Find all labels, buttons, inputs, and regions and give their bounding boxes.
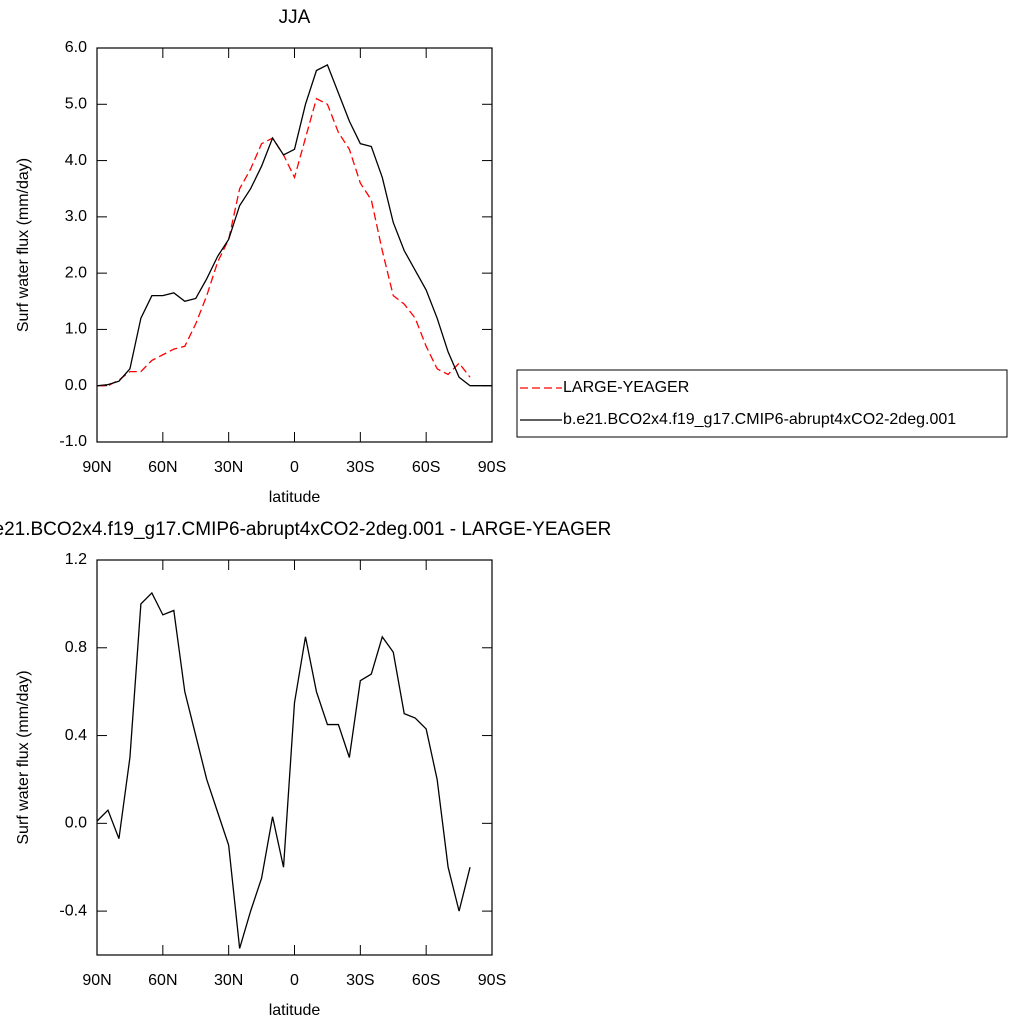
x-tick-label: 90N bbox=[82, 972, 111, 989]
y-tick-label: 2.0 bbox=[65, 264, 87, 281]
x-tick-label: 60S bbox=[412, 972, 440, 989]
y-tick-label: 1.2 bbox=[65, 551, 87, 568]
y-tick-label: 5.0 bbox=[65, 96, 87, 113]
y-axis-label: Surf water flux (mm/day) bbox=[15, 670, 32, 844]
y-tick-label: 0.8 bbox=[65, 639, 87, 656]
x-tick-label: 30S bbox=[346, 459, 374, 476]
y-tick-label: 1.0 bbox=[65, 321, 87, 338]
y-tick-label: 3.0 bbox=[65, 208, 87, 225]
x-axis-label: latitude bbox=[269, 489, 321, 506]
x-tick-label: 30S bbox=[346, 972, 374, 989]
plot-frame bbox=[96, 559, 493, 956]
x-axis-label: latitude bbox=[269, 1002, 321, 1019]
x-tick-label: 90S bbox=[478, 972, 506, 989]
x-tick-label: 90N bbox=[82, 459, 111, 476]
y-tick-label: 6.0 bbox=[65, 39, 87, 56]
x-tick-label: 60S bbox=[412, 459, 440, 476]
y-tick-label: 4.0 bbox=[65, 152, 87, 169]
x-tick-label: 30N bbox=[214, 459, 243, 476]
y-tick-label: -0.4 bbox=[59, 902, 87, 919]
legend-box bbox=[516, 369, 1008, 438]
y-tick-label: 0.0 bbox=[65, 815, 87, 832]
chart-title: JJA bbox=[279, 7, 311, 28]
x-tick-label: 90S bbox=[478, 459, 506, 476]
x-tick-label: 0 bbox=[290, 459, 299, 476]
x-tick-label: 60N bbox=[148, 459, 177, 476]
data-line bbox=[96, 591, 471, 949]
x-tick-label: 30N bbox=[214, 972, 243, 989]
plot-frame bbox=[96, 47, 493, 443]
legend-label: b.e21.BCO2x4.f19_g17.CMIP6-abrupt4xCO2-2… bbox=[563, 411, 956, 428]
y-tick-label: 0.0 bbox=[65, 377, 87, 394]
data-line bbox=[96, 63, 492, 387]
data-line bbox=[97, 97, 471, 387]
y-axis-label: Surf water flux (mm/day) bbox=[15, 158, 32, 332]
y-tick-label: 0.4 bbox=[65, 727, 87, 744]
y-tick-label: -1.0 bbox=[59, 433, 87, 450]
x-tick-label: 0 bbox=[290, 972, 299, 989]
chart-title: b.e21.BCO2x4.f19_g17.CMIP6-abrupt4xCO2-2… bbox=[0, 519, 611, 540]
x-tick-label: 60N bbox=[148, 972, 177, 989]
legend-label: LARGE-YEAGER bbox=[563, 379, 689, 396]
